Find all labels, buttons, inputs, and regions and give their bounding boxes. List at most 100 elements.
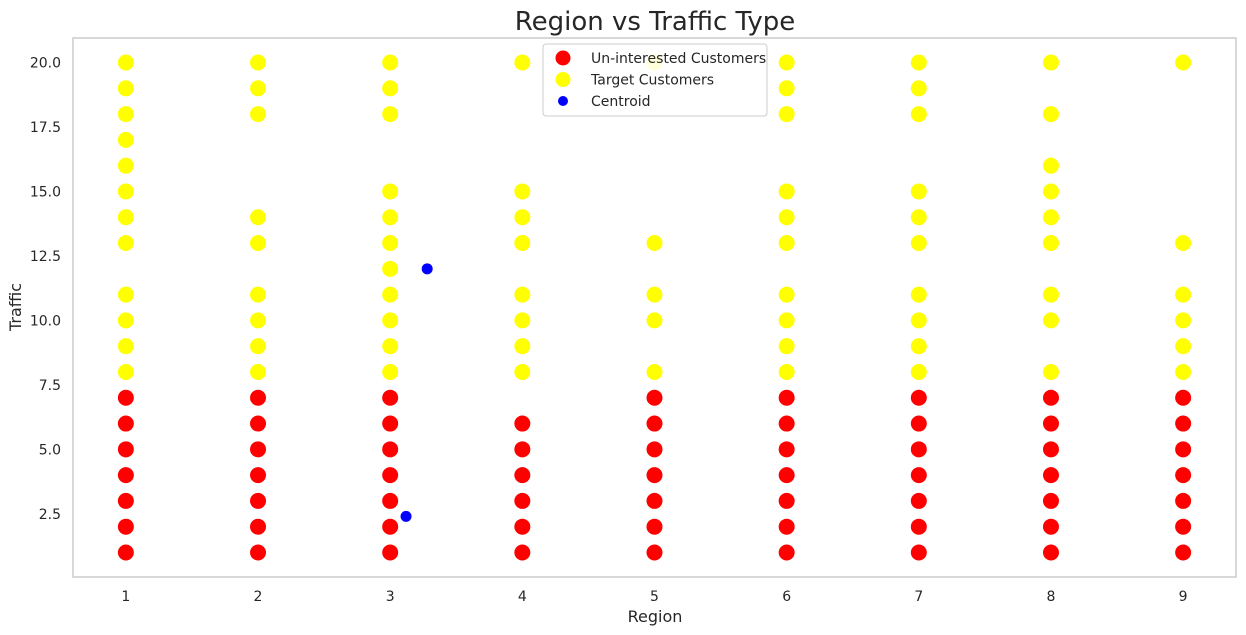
uninterested-customer-point <box>382 441 399 458</box>
target-customer-point <box>910 54 927 71</box>
uninterested-customer-point <box>382 467 399 484</box>
plot-frame <box>72 37 1237 578</box>
target-customer-point <box>778 235 795 252</box>
target-customer-point <box>250 209 267 226</box>
x-tick-group: 1 2 3 4 5 6 7 8 9 <box>121 589 1187 605</box>
target-customer-point <box>117 131 134 148</box>
uninterested-customer-point <box>778 492 795 509</box>
target-customer-point <box>1042 209 1059 226</box>
target-customer-point <box>117 286 134 303</box>
target-customer-point <box>646 312 663 329</box>
target-customer-point <box>250 106 267 123</box>
target-customer-point <box>1175 54 1192 71</box>
uninterested-customer-point <box>778 544 795 561</box>
target-customer-point <box>382 338 399 355</box>
uninterested-customer-point <box>910 389 927 406</box>
target-customer-point <box>646 235 663 252</box>
target-customer-point <box>514 363 531 380</box>
x-tick-label: 2 <box>254 589 263 605</box>
target-customer-point <box>1175 286 1192 303</box>
target-customer-point <box>382 363 399 380</box>
target-customer-point <box>117 338 134 355</box>
legend-marker <box>558 96 568 106</box>
target-customer-point <box>382 183 399 200</box>
legend-marker <box>555 72 571 87</box>
uninterested-customer-point <box>250 415 267 432</box>
legend-label: Target Customers <box>590 73 714 89</box>
uninterested-customer-point <box>382 544 399 561</box>
uninterested-customer-point <box>117 544 134 561</box>
x-tick-label: 3 <box>386 589 395 605</box>
uninterested-customer-point <box>250 544 267 561</box>
uninterested-customer-point <box>778 467 795 484</box>
uninterested-customer-point <box>382 415 399 432</box>
target-customer-point <box>778 54 795 71</box>
y-tick-label: 2.5 <box>39 507 61 523</box>
uninterested-customer-point <box>1042 518 1059 535</box>
x-tick-label: 9 <box>1179 589 1188 605</box>
target-customer-point <box>514 338 531 355</box>
uninterested-customer-point <box>646 518 663 535</box>
uninterested-customer-point <box>1175 441 1192 458</box>
target-customer-point <box>250 54 267 71</box>
y-tick-label: 7.5 <box>39 378 61 394</box>
target-customer-point <box>646 286 663 303</box>
uninterested-customer-point <box>514 415 531 432</box>
target-customer-point <box>910 80 927 97</box>
uninterested-customer-point <box>778 415 795 432</box>
target-customer-point <box>117 209 134 226</box>
target-customer-point <box>117 80 134 97</box>
target-customer-point <box>514 235 531 252</box>
x-tick-label: 7 <box>914 589 923 605</box>
target-customer-point <box>1042 157 1059 174</box>
legend-box <box>542 43 768 117</box>
centroid-point <box>400 510 412 522</box>
legend-entries: Un-interested Customers Target Customers C… <box>555 50 766 110</box>
target-customer-point <box>117 312 134 329</box>
target-customer-point <box>778 363 795 380</box>
y-tick-label: 15.0 <box>30 184 61 200</box>
target-customer-point <box>910 363 927 380</box>
target-customer-point <box>1175 338 1192 355</box>
uninterested-customer-point <box>1042 467 1059 484</box>
target-customer-point <box>250 363 267 380</box>
target-customer-point <box>1042 54 1059 71</box>
uninterested-customer-point <box>910 415 927 432</box>
target-customer-point <box>1042 183 1059 200</box>
y-tick-label: 17.5 <box>30 120 61 136</box>
target-customer-point <box>117 183 134 200</box>
target-customer-point <box>910 286 927 303</box>
target-customer-point <box>382 106 399 123</box>
uninterested-customer-point <box>117 492 134 509</box>
target-customer-point <box>382 286 399 303</box>
target-customer-point <box>778 209 795 226</box>
target-customer-point <box>250 286 267 303</box>
target-customer-point <box>250 338 267 355</box>
data-points <box>117 54 1192 561</box>
x-tick-label: 1 <box>121 589 130 605</box>
target-customer-point <box>778 106 795 123</box>
uninterested-customer-point <box>1042 389 1059 406</box>
uninterested-customer-point <box>117 441 134 458</box>
uninterested-customer-point <box>250 467 267 484</box>
target-customer-point <box>778 338 795 355</box>
target-customer-point <box>514 209 531 226</box>
target-customer-point <box>1175 363 1192 380</box>
target-customer-point <box>1042 312 1059 329</box>
y-tick-label: 12.5 <box>30 249 61 265</box>
y-tick-label: 5.0 <box>39 442 61 458</box>
uninterested-customer-point <box>382 389 399 406</box>
chart-title: Region vs Traffic Type <box>515 7 796 37</box>
target-customer-point <box>1175 312 1192 329</box>
target-customer-point <box>778 80 795 97</box>
y-tick-group: 2.5 5.0 7.5 10.0 12.5 15.0 17.5 20.0 <box>30 56 61 523</box>
target-customer-point <box>382 312 399 329</box>
centroid-point <box>421 263 433 275</box>
uninterested-customer-point <box>910 492 927 509</box>
target-customer-point <box>1042 286 1059 303</box>
y-axis-label: Traffic <box>6 283 25 332</box>
target-customer-point <box>514 54 531 71</box>
target-customer-point <box>250 80 267 97</box>
target-customer-point <box>514 312 531 329</box>
